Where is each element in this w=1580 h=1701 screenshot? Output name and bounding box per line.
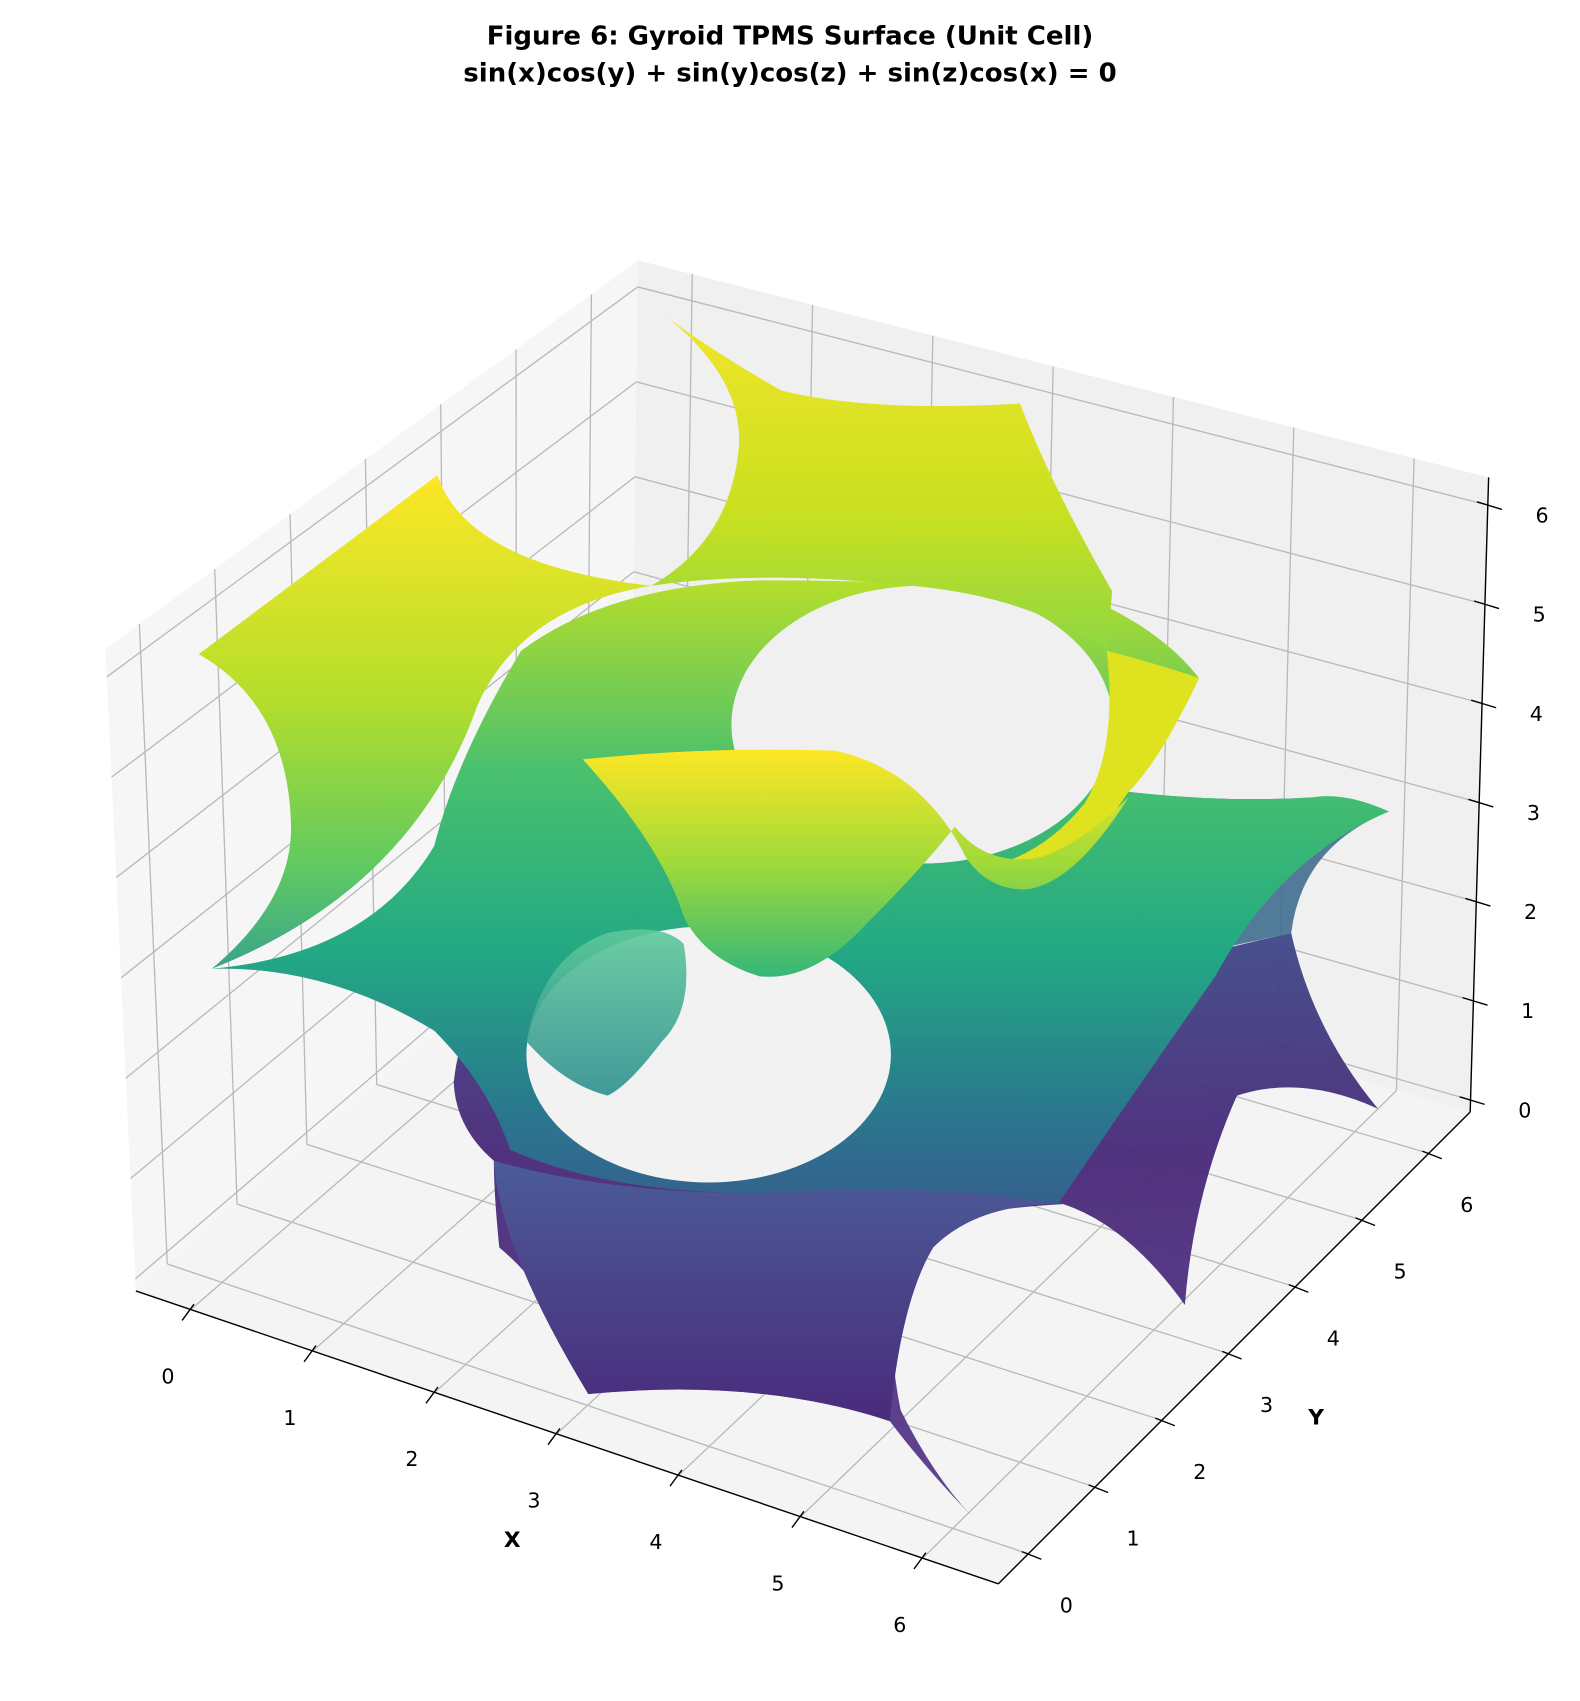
surface-left-wing [198, 475, 652, 969]
x-tick-label: 2 [405, 1447, 418, 1471]
z-axis-line [1469, 477, 1490, 1112]
z-tick-label: 1 [1521, 999, 1534, 1023]
z-tick-mark [1476, 501, 1503, 511]
x-tick-label: 5 [771, 1571, 784, 1595]
x-tick-label: 6 [893, 1613, 906, 1637]
gyroid-surface [198, 311, 1389, 1516]
y-tick-mark [1288, 1283, 1309, 1293]
axes-lines [135, 477, 1490, 1585]
y-tick-label: 1 [1126, 1527, 1139, 1551]
x-tick-mark [669, 1469, 683, 1487]
grid-line-left-z [106, 286, 639, 678]
y-tick-mark [1221, 1350, 1242, 1360]
surface-front-sheet [582, 749, 1129, 977]
y-tick-label: 5 [1393, 1260, 1406, 1284]
z-tick-label: 2 [1524, 900, 1537, 924]
x-tick-mark [547, 1428, 561, 1446]
y-tick-labels: 0 1 2 3 4 5 6 [1060, 1193, 1474, 1617]
y-axis-label: Y [1307, 1405, 1324, 1430]
z-tick-label: 0 [1518, 1098, 1531, 1122]
x-tick-mark [303, 1345, 317, 1363]
x-tick-label: 3 [527, 1489, 540, 1513]
z-tick-labels: 0 1 2 3 4 5 6 [1518, 503, 1548, 1122]
surface-ring-right [982, 650, 1199, 883]
y-tick-label: 2 [1193, 1460, 1206, 1484]
y-tick-label: 4 [1327, 1326, 1340, 1350]
y-tick-mark [1021, 1550, 1042, 1560]
grid-line-floor-y [167, 1263, 1029, 1555]
tick-marks [181, 501, 1503, 1570]
z-tick-label: 6 [1535, 503, 1548, 527]
x-tick-label: 0 [161, 1364, 174, 1388]
y-tick-mark [1355, 1217, 1376, 1227]
grid-line-left-y [214, 569, 238, 1205]
y-tick-mark [1422, 1150, 1443, 1160]
x-axis-label: X [504, 1528, 521, 1553]
surface-lobe [526, 929, 687, 1096]
grid-line-back-x [1395, 458, 1415, 1091]
y-tick-mark [1155, 1417, 1176, 1427]
x-tick-mark [425, 1386, 439, 1404]
grid-line-back-z [637, 286, 1488, 506]
y-axis-line [997, 1111, 1471, 1585]
z-tick-label: 3 [1527, 801, 1540, 825]
x-tick-label: 4 [649, 1530, 662, 1554]
x-tick-mark [791, 1510, 805, 1528]
z-tick-mark [1473, 600, 1500, 610]
surface-front-lower [493, 1160, 1058, 1422]
z-tick-mark [1465, 897, 1491, 907]
grid-line-floor-x [922, 1090, 1397, 1559]
y-tick-label: 0 [1060, 1593, 1073, 1617]
z-tick-mark [1471, 699, 1497, 709]
x-tick-label: 1 [283, 1406, 296, 1430]
chart-title: Figure 6: Gyroid TPMS Surface (Unit Cell… [487, 21, 1094, 51]
x-tick-mark [181, 1303, 195, 1321]
z-tick-label: 5 [1533, 603, 1546, 627]
surface-back-sheet [651, 311, 1113, 651]
z-tick-mark [1468, 798, 1494, 808]
x-axis-line [135, 1290, 999, 1585]
y-tick-mark [1088, 1484, 1109, 1494]
y-tick-label: 3 [1260, 1393, 1273, 1417]
grid-line-left-y [138, 623, 168, 1265]
y-tick-label: 6 [1460, 1193, 1473, 1217]
z-tick-label: 4 [1530, 702, 1543, 726]
x-tick-labels: 0 1 2 3 4 5 6 [161, 1364, 906, 1637]
chart-subtitle: sin(x)cos(y) + sin(y)cos(z) + sin(z)cos(… [463, 58, 1116, 88]
z-tick-mark [1459, 1096, 1485, 1106]
x-tick-mark [913, 1552, 927, 1570]
z-tick-mark [1462, 996, 1488, 1006]
